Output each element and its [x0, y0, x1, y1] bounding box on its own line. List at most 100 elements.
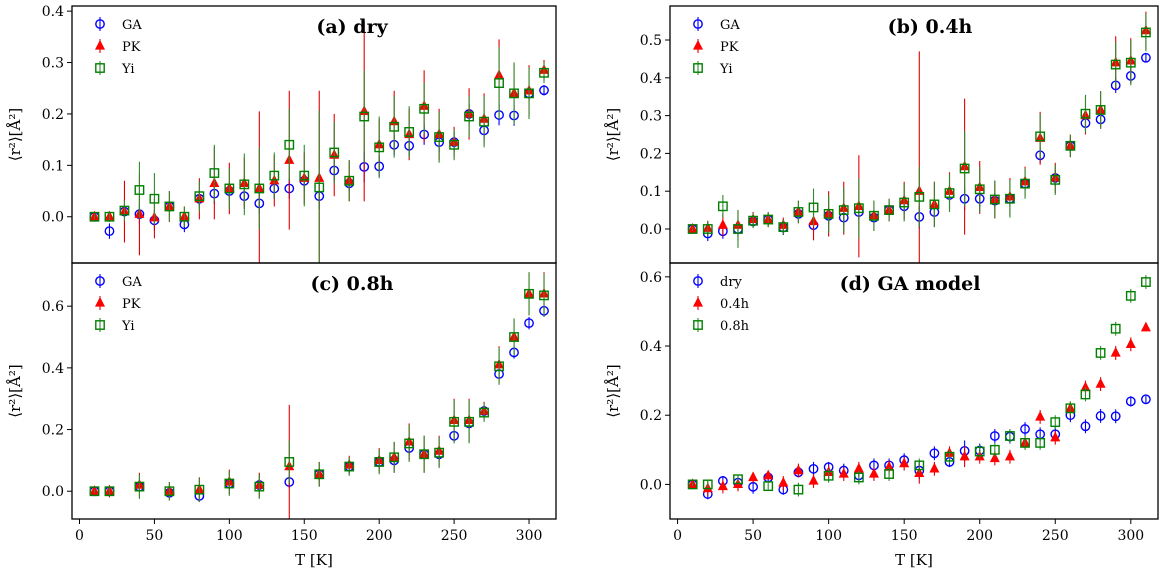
- data-point: [104, 486, 115, 497]
- data-point: [134, 481, 145, 492]
- y-axis-label: ⟨r²⟩[Å²]: [6, 364, 24, 417]
- data-point: [733, 224, 743, 234]
- data-point: [1004, 450, 1015, 461]
- legend-label: GA: [122, 18, 142, 33]
- data-point: [1140, 321, 1151, 332]
- series-0.8h: [687, 275, 1151, 497]
- x-tick-label: 50: [146, 528, 164, 544]
- x-tick-label: 0: [673, 528, 682, 544]
- data-point: [1095, 411, 1106, 421]
- legend-marker: [95, 276, 105, 286]
- data-point: [494, 78, 504, 89]
- data-point: [419, 449, 430, 460]
- plot-area: [89, 21, 550, 263]
- data-point: [1080, 108, 1091, 119]
- data-point: [464, 416, 474, 427]
- data-point: [389, 121, 400, 132]
- data-point: [89, 211, 100, 222]
- y-tick-label: 0.0: [640, 477, 662, 493]
- data-point: [748, 471, 759, 482]
- legend: GA PK Yi: [94, 274, 142, 334]
- data-point: [314, 469, 325, 480]
- legend-marker: [95, 63, 105, 73]
- data-point: [793, 207, 804, 217]
- data-point: [149, 193, 160, 204]
- legend-marker: [94, 39, 106, 50]
- data-point: [808, 474, 819, 485]
- legend-label: 0.4h: [720, 297, 750, 312]
- data-point: [974, 184, 985, 195]
- y-tick-label: 0.2: [42, 107, 64, 123]
- y-tick-label: 0.1: [640, 184, 662, 200]
- data-point: [793, 464, 804, 475]
- data-point: [1110, 323, 1121, 334]
- y-tick-label: 0.2: [42, 423, 64, 439]
- plot-area: [89, 272, 550, 519]
- data-point: [748, 215, 758, 226]
- data-point: [989, 194, 1000, 205]
- data-point: [89, 486, 100, 497]
- data-point: [224, 478, 235, 489]
- data-point: [434, 132, 445, 142]
- data-point: [164, 201, 175, 212]
- data-point: [853, 203, 864, 214]
- data-point: [1005, 431, 1015, 441]
- data-point: [959, 450, 970, 461]
- data-point: [1125, 338, 1136, 348]
- y-tick-label: 0.5: [640, 33, 662, 49]
- data-point: [763, 481, 774, 492]
- data-point: [164, 486, 175, 497]
- y-axis-label: ⟨r²⟩[Å²]: [604, 364, 622, 417]
- data-point: [254, 183, 265, 194]
- data-point: [539, 85, 549, 96]
- legend-label: dry: [720, 275, 743, 290]
- data-point: [329, 147, 340, 158]
- data-point: [524, 288, 534, 299]
- data-point: [1110, 346, 1121, 357]
- data-point: [284, 139, 295, 150]
- data-point: [1020, 424, 1030, 434]
- data-point: [494, 361, 504, 372]
- legend-marker: [693, 19, 703, 29]
- y-tick-label: 0.2: [640, 408, 662, 424]
- x-tick-label: 150: [891, 528, 918, 544]
- legend-label: 0.8h: [720, 319, 750, 334]
- data-point: [419, 103, 430, 114]
- data-point: [1020, 437, 1030, 448]
- data-point: [389, 452, 400, 463]
- data-point: [434, 447, 445, 458]
- panel-1: 0.0 0.1 0.2 0.3 0.4 ⟨r²⟩[Å²] (a) dry GA PK Yi: [6, 4, 557, 264]
- data-point: [1110, 411, 1121, 422]
- panel-title: (c) 0.8h: [310, 273, 393, 295]
- data-point: [1125, 290, 1136, 301]
- data-point: [269, 170, 280, 181]
- data-point: [104, 211, 115, 222]
- data-point: [344, 175, 355, 186]
- data-point: [929, 448, 940, 459]
- data-point: [449, 416, 460, 427]
- data-point: [944, 188, 955, 198]
- legend-marker: [693, 320, 703, 330]
- data-point: [374, 457, 385, 467]
- x-axis-label: T [K]: [295, 551, 333, 569]
- data-point: [509, 88, 519, 99]
- legend: GA PK Yi: [94, 17, 142, 77]
- data-point: [884, 205, 894, 215]
- data-point: [179, 211, 190, 222]
- data-point: [1125, 396, 1136, 407]
- legend-marker: [94, 296, 106, 307]
- data-point: [914, 191, 925, 202]
- data-point: [1141, 52, 1151, 63]
- legend-marker: [692, 39, 704, 50]
- data-point: [763, 214, 774, 225]
- data-point: [1035, 131, 1046, 142]
- y-tick-label: 0.4: [640, 339, 662, 355]
- data-point: [464, 111, 474, 122]
- y-axis-label: ⟨r²⟩[Å²]: [6, 108, 24, 161]
- x-tick-label: 0: [75, 528, 84, 544]
- legend: dry 0.4h 0.8h: [692, 274, 750, 334]
- y-tick-label: 0.3: [42, 56, 64, 72]
- series-Yi: [89, 47, 549, 263]
- axes-frame: [669, 262, 1159, 520]
